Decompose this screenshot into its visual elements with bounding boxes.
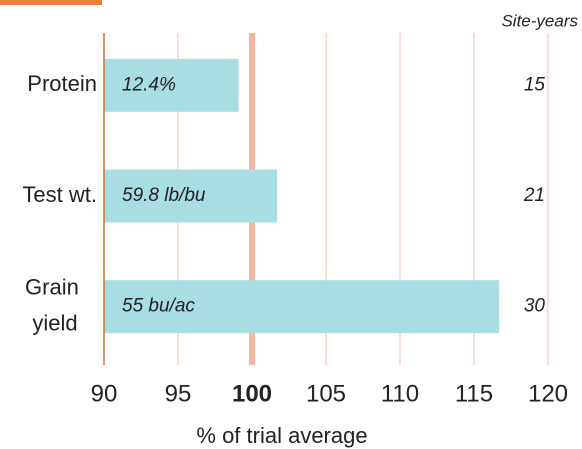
x-tick-label: 100 [232, 380, 272, 407]
x-tick-label: 110 [381, 380, 419, 407]
bar [104, 58, 239, 112]
category-label: Test wt. [22, 182, 97, 207]
x-tick-label: 105 [306, 380, 346, 407]
x-axis-label: % of trial average [196, 423, 367, 448]
x-tick-label: 90 [91, 380, 118, 407]
category-label: Grain yield [25, 274, 85, 335]
bar-label: 12.4% [122, 74, 176, 95]
bar-label: 55 bu/ac [122, 296, 195, 317]
bar [104, 280, 500, 334]
site-years-value: 15 [524, 74, 546, 95]
x-tick-label: 115 [455, 380, 493, 407]
column-title: Site-years [501, 11, 578, 30]
bar [104, 169, 278, 223]
bar-label: 59.8 lb/bu [122, 185, 206, 206]
category-label: Protein [27, 71, 97, 96]
site-years-value: 30 [524, 296, 546, 317]
x-tick-label: 95 [165, 380, 192, 407]
accent-bar [0, 0, 102, 5]
site-years-value: 21 [523, 185, 545, 206]
x-tick-label: 120 [528, 380, 568, 407]
